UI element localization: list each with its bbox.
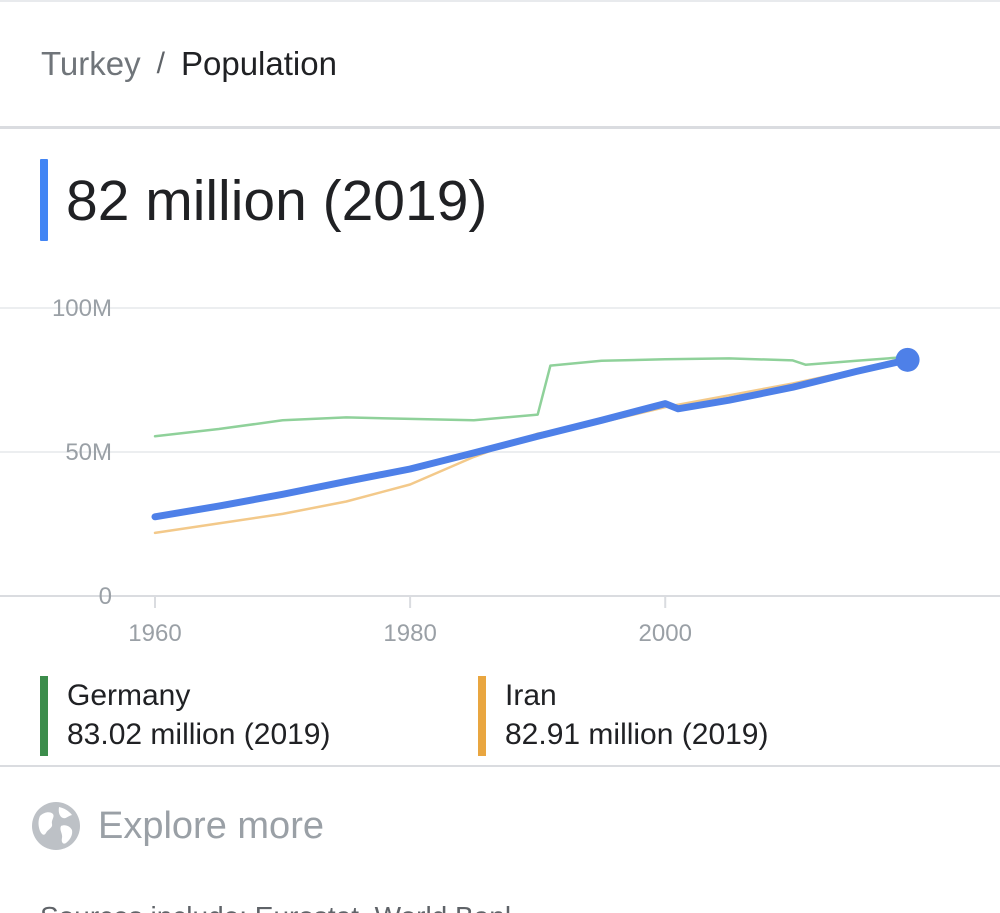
x-tick-label: 1960: [128, 620, 181, 647]
legend-germany-swatch: [40, 676, 48, 756]
legend-iran-name: Iran: [505, 679, 557, 712]
chart-series: [151, 347, 920, 535]
headline-value: 82 million (2019): [66, 169, 488, 233]
x-tick-label: 2000: [639, 620, 692, 647]
footer-divider: [0, 765, 1000, 767]
sources-text: Sources include: Eurostat, World Bank: [40, 901, 510, 913]
y-tick-label: 100M: [52, 295, 112, 322]
breadcrumb-current: Population: [180, 45, 337, 82]
series-line-germany: [153, 355, 909, 438]
legend-iran-value: 82.91 million (2019): [505, 718, 769, 751]
chart-tick-labels: 100M 50M 0 1960 1980 2000: [52, 295, 692, 647]
legend-germany-value: 83.02 million (2019): [67, 718, 331, 751]
sources-footnote: Sources include: Eurostat, World Bank: [40, 890, 510, 913]
explore-more-link[interactable]: Explore more: [30, 796, 324, 856]
headline-accent-bar: [40, 159, 48, 241]
header-divider: [0, 126, 1000, 129]
series-line-turkey: [151, 356, 912, 521]
series-endpoint-turkey[interactable]: [895, 347, 920, 372]
y-tick-label: 50M: [65, 439, 112, 466]
breadcrumb: Turkey / Population: [41, 42, 337, 86]
explore-more-label: Explore more: [98, 804, 324, 847]
breadcrumb-separator: /: [156, 47, 165, 80]
chart-svg: 100M 50M 0 1960 1980 2000: [0, 295, 1000, 647]
chart-gridlines: [0, 307, 1000, 608]
legend-iran-swatch: [478, 676, 486, 756]
x-tick-label: 1980: [383, 620, 436, 647]
globe-icon: [32, 802, 80, 850]
top-divider: [0, 0, 1000, 2]
legend-germany-name: Germany: [67, 679, 191, 712]
population-chart[interactable]: 100M 50M 0 1960 1980 2000: [0, 280, 1000, 660]
y-tick-label: 0: [99, 583, 112, 610]
breadcrumb-turkey-link[interactable]: Turkey: [41, 45, 141, 82]
